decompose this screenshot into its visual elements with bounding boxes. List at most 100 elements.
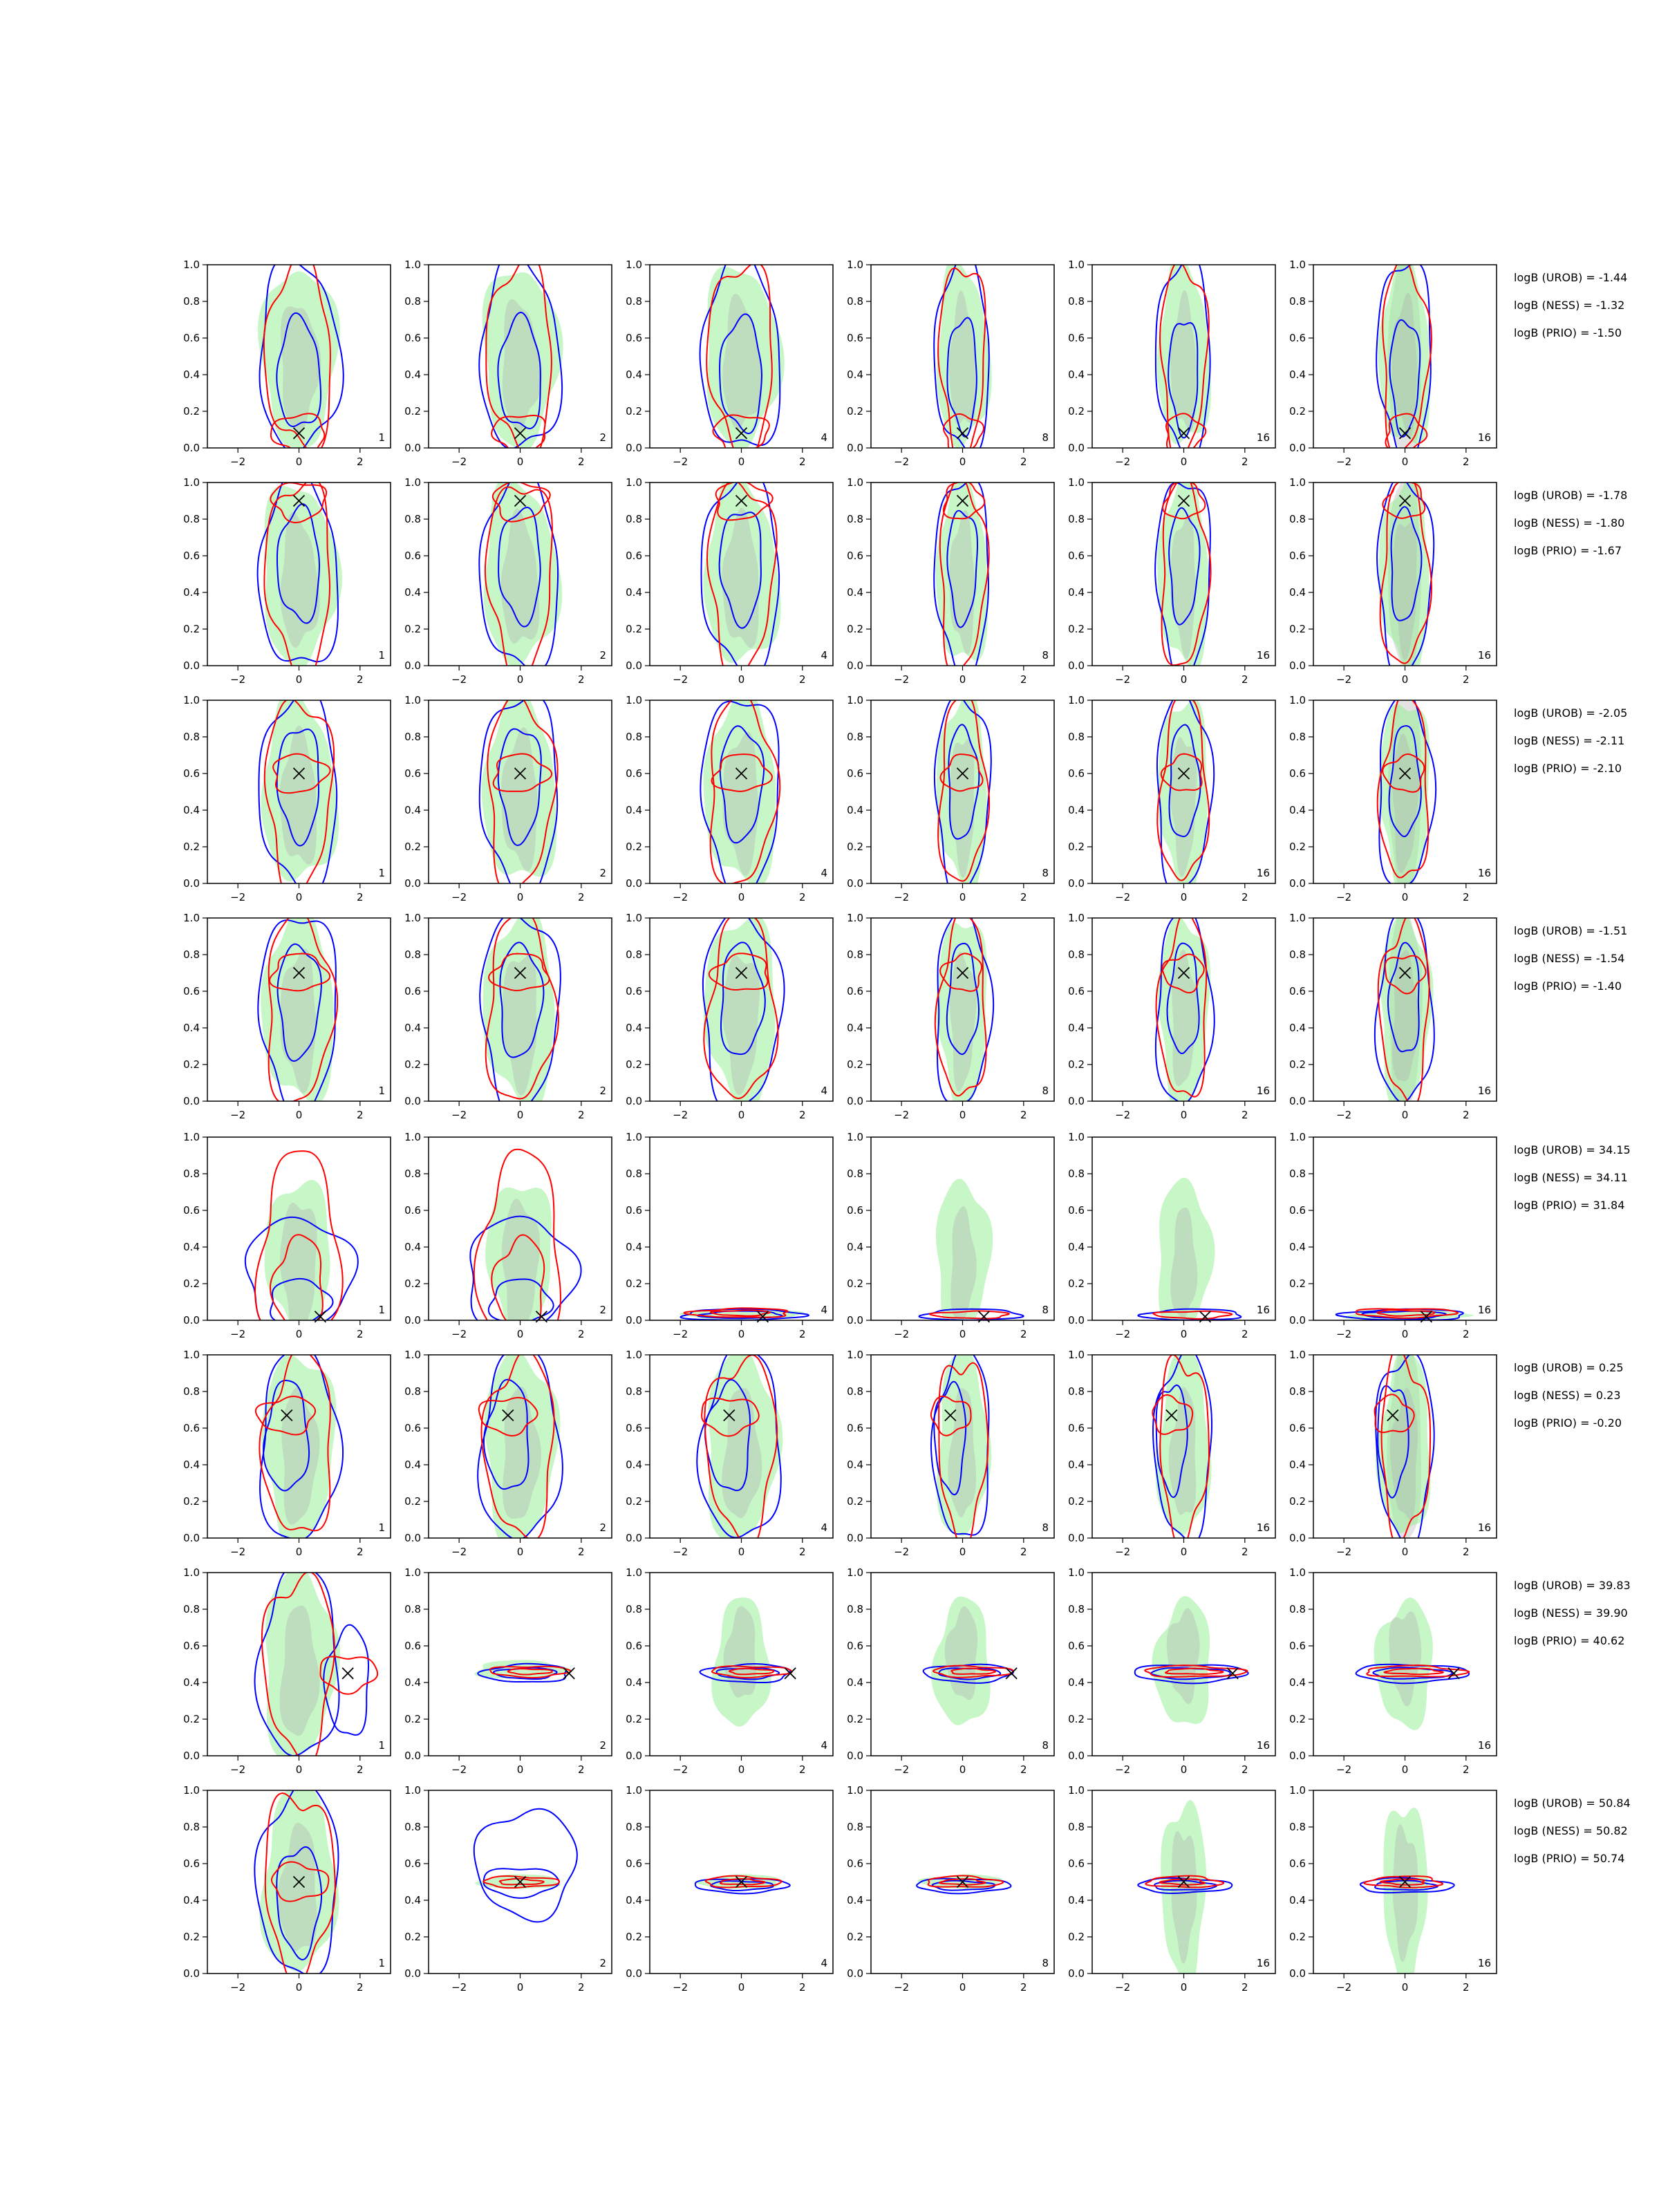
y-tick-label: 0.0: [404, 442, 421, 454]
x-tick-label: 0: [517, 1546, 524, 1558]
red-contour: [939, 753, 984, 792]
y-tick-label: 0.8: [847, 948, 863, 961]
y-tick-label: 0.8: [404, 1168, 421, 1180]
y-tick-label: 1.0: [847, 912, 863, 924]
y-tick-label: 0.4: [847, 1241, 863, 1253]
panel-contours: [1154, 265, 1211, 448]
y-tick-label: 0.0: [1289, 877, 1306, 890]
x-tick-label: 2: [1241, 1763, 1248, 1776]
red-contour: [261, 1573, 335, 1756]
red-contour: [488, 953, 550, 992]
x-tick-label: 2: [1463, 891, 1470, 903]
y-tick-label: 0.2: [404, 1277, 421, 1290]
x-tick-label: 2: [1020, 673, 1027, 686]
sample-count-label: 8: [1042, 1304, 1049, 1316]
y-tick-label: 0.6: [847, 985, 863, 997]
true-value-marker: [1398, 427, 1412, 440]
y-tick-label: 0.4: [847, 1459, 863, 1471]
logb-label-row3: logB (UROB) = -2.05: [1514, 706, 1627, 720]
green-density-region: [935, 482, 988, 661]
x-tick-label: 2: [1020, 1981, 1027, 1994]
y-tick-label: 0.6: [1289, 985, 1306, 997]
y-tick-label: 0.4: [183, 804, 200, 816]
panel-r8-c5: −2 0 2 0.0 0.2 0.4 0.6 0.8 1.0 16: [1068, 1784, 1276, 1994]
panel-r3-c4: −2 0 2 0.0 0.2 0.4 0.6 0.8 1.0 8: [847, 694, 1055, 903]
y-tick-label: 0.0: [847, 1750, 863, 1762]
red-contour: [939, 953, 983, 992]
green-density-region: [937, 265, 992, 448]
y-tick-label: 0.8: [1068, 948, 1085, 961]
x-tick-label: 2: [357, 1981, 364, 1994]
y-tick-label: 0.2: [1068, 623, 1085, 635]
y-tick-label: 0.8: [183, 948, 200, 961]
true-value-marker: [1226, 1667, 1239, 1680]
y-tick-label: 0.2: [1289, 1495, 1306, 1508]
x-tick-label: −2: [673, 891, 688, 903]
x-tick-label: 0: [1402, 1109, 1409, 1121]
y-tick-label: 1.0: [183, 1784, 200, 1797]
grey-density-region: [1170, 1207, 1198, 1319]
panel-contours: [478, 700, 559, 883]
y-tick-label: 0.6: [1289, 767, 1306, 780]
y-tick-label: 0.6: [183, 1640, 200, 1652]
y-tick-label: 0.8: [626, 948, 642, 961]
red-contour: [1161, 953, 1205, 994]
y-tick-label: 0.2: [404, 841, 421, 853]
x-tick-label: −2: [1336, 456, 1351, 468]
blue-contour: [477, 1355, 563, 1538]
x-tick-label: 0: [1402, 1981, 1409, 1994]
red-contour: [1156, 700, 1210, 881]
true-value-marker: [292, 767, 306, 780]
x-tick-label: 0: [296, 456, 303, 468]
panel-r5-c6: −2 0 2 0.0 0.2 0.4 0.6 0.8 1.0 16: [1289, 1131, 1497, 1340]
blue-contour: [1374, 918, 1435, 1101]
x-tick-label: 0: [959, 1546, 966, 1558]
red-contour: [938, 1362, 989, 1538]
x-tick-label: −2: [673, 1546, 688, 1558]
x-tick-label: −2: [1115, 1981, 1130, 1994]
y-tick-label: 0.6: [183, 767, 200, 780]
y-tick-label: 0.4: [1068, 1894, 1085, 1906]
panel-r3-c5: −2 0 2 0.0 0.2 0.4 0.6 0.8 1.0 16: [1068, 694, 1276, 903]
y-tick-label: 0.0: [404, 877, 421, 890]
sample-count-label: 1: [378, 867, 385, 879]
panel-contours: [258, 265, 344, 448]
y-tick-label: 0.6: [847, 332, 863, 344]
blue-contour: [258, 700, 338, 883]
y-tick-label: 0.2: [847, 1931, 863, 1943]
y-tick-label: 0.4: [183, 368, 200, 381]
blue-contour: [930, 1355, 990, 1536]
true-value-marker: [1447, 1667, 1460, 1680]
sample-count-label: 16: [1257, 1739, 1270, 1752]
red-contour: [928, 1310, 1010, 1320]
red-contour: [1164, 1667, 1224, 1675]
y-tick-label: 0.4: [1068, 368, 1085, 381]
panel-r1-c5: −2 0 2 0.0 0.2 0.4 0.6 0.8 1.0 16: [1068, 259, 1276, 468]
panel-r7-c3: −2 0 2 0.0 0.2 0.4 0.6 0.8 1.0 4: [626, 1566, 834, 1776]
y-tick-label: 0.4: [847, 804, 863, 816]
true-value-marker: [281, 1409, 293, 1422]
true-value-marker: [735, 494, 748, 507]
sample-count-label: 4: [821, 1521, 827, 1534]
x-tick-label: −2: [1115, 1763, 1130, 1776]
x-tick-label: −2: [230, 456, 245, 468]
blue-contour: [1375, 1355, 1435, 1538]
x-tick-label: −2: [1336, 1763, 1351, 1776]
y-tick-label: 0.2: [847, 623, 863, 635]
x-tick-label: 0: [738, 1328, 745, 1340]
green-density-region: [481, 700, 557, 877]
grey-density-region: [1166, 1608, 1200, 1705]
y-tick-label: 0.4: [1289, 1894, 1306, 1906]
panel-contours: [1374, 1355, 1435, 1538]
true-value-marker: [1398, 494, 1412, 507]
blue-contour: [710, 1880, 774, 1892]
green-density-region: [1374, 1597, 1433, 1730]
true-value-marker: [1177, 767, 1190, 780]
blue-contour: [276, 503, 321, 624]
grey-density-region: [1168, 1387, 1197, 1515]
x-tick-label: 0: [959, 891, 966, 903]
y-tick-label: 0.4: [1068, 1676, 1085, 1689]
x-tick-label: −2: [230, 1109, 245, 1121]
x-tick-label: −2: [230, 891, 245, 903]
x-tick-label: 0: [517, 1328, 524, 1340]
